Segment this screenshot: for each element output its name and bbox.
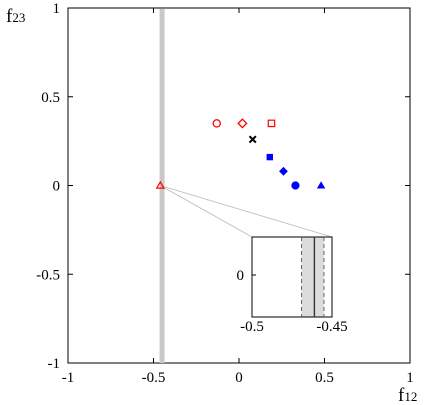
point-circle-open [212,119,222,128]
point-triangle-open [155,180,165,189]
x-tick-label: 0 [235,370,243,386]
inset-y-tick-label: 0 [237,268,245,284]
y-axis-label: f23 [6,6,25,27]
y-tick-label: 1 [53,1,61,17]
plot-frame [67,7,411,364]
y-tick-label: 0.5 [41,90,60,106]
point-diamond-open [237,118,248,129]
point-circle-filled [291,181,300,190]
x-tick-label: 1 [406,370,414,386]
inset-x-tick-label: -0.45 [316,319,347,335]
point-square-filled [266,153,273,161]
point-x [248,135,257,144]
point-triangle-filled [316,181,326,189]
x-tick-label: 0.5 [315,370,334,386]
x-tick-label: -1 [62,370,75,386]
zoom-line [160,185,253,238]
y-tick-label: 0 [53,179,61,195]
x-tick-label: -0.5 [142,370,166,386]
zoom-line [160,185,333,238]
y-tick-label: -0.5 [36,267,60,283]
inset-chart: -0.5 -0.45 0 [237,236,348,335]
zoom-connector-lines [160,185,333,238]
y-tick-label: -1 [48,356,61,372]
point-square-open [267,119,276,128]
inset-x-tick-label: -0.5 [240,319,264,335]
point-diamond-filled [279,166,288,176]
x-axis-label: f12 [398,385,417,405]
data-points [155,118,326,190]
axis-ticks: -1 -0.5 0 0.5 1 -1 -0.5 0 0.5 1 [36,1,414,386]
inset-band [301,237,324,317]
